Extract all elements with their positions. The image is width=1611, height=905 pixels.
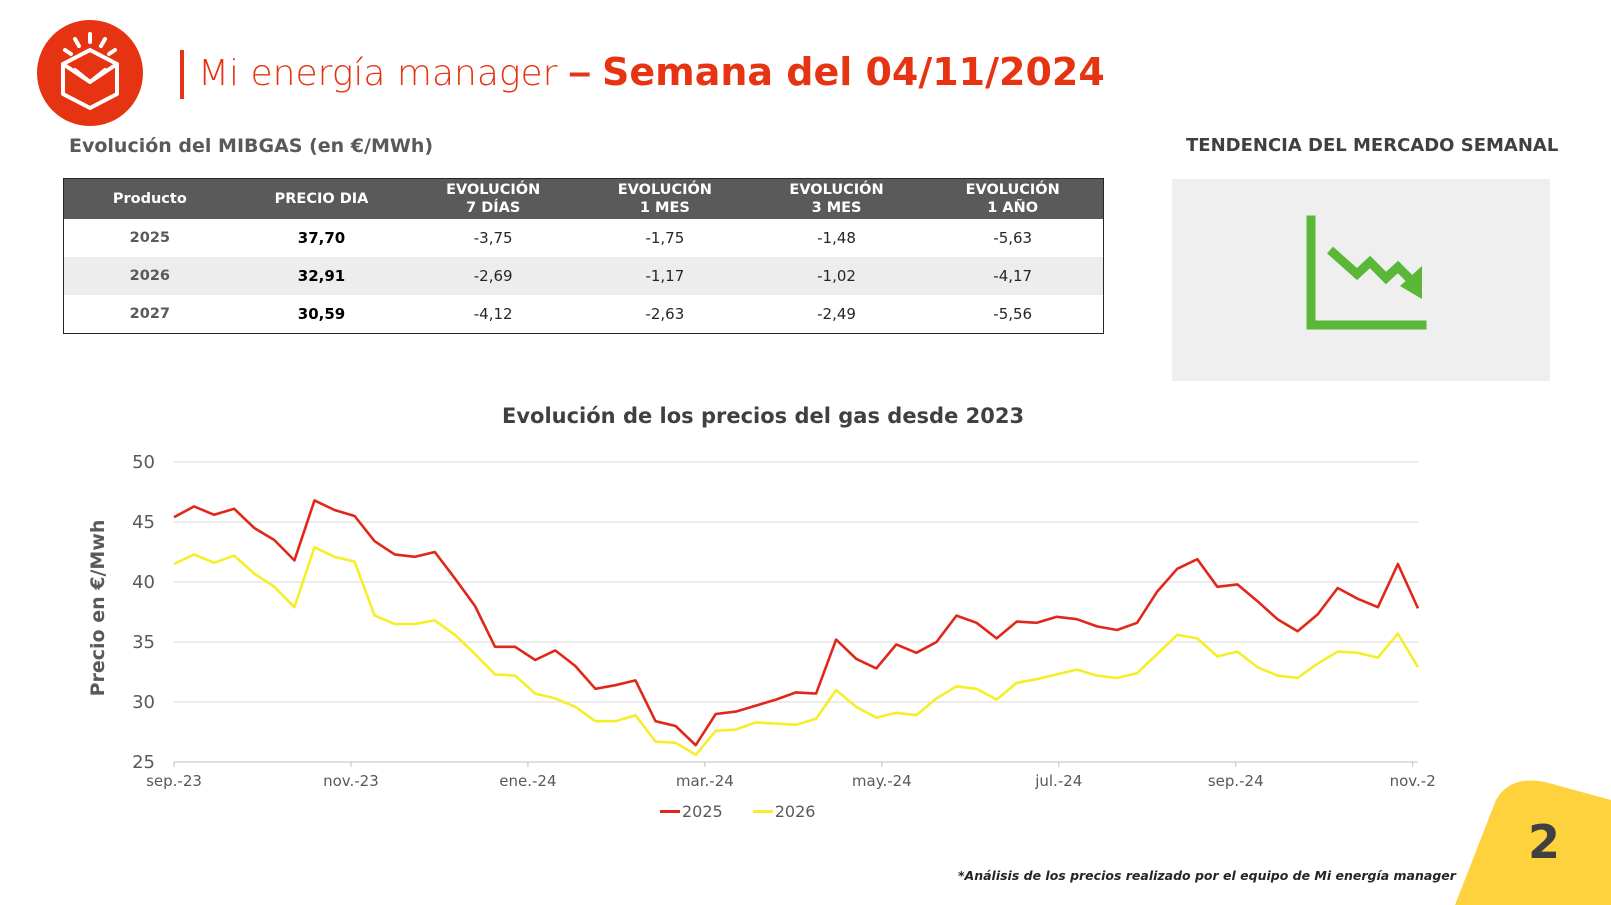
- footnote: *Análisis de los precios realizado por e…: [958, 868, 1456, 883]
- x-tick-label: nov.-2: [1390, 772, 1436, 790]
- cell-producto: 2027: [129, 306, 171, 322]
- cell-1-mes: -2,63: [645, 305, 685, 323]
- y-tick-label: 50: [132, 452, 155, 473]
- cell-1-mes: -1,17: [645, 267, 685, 285]
- cell-7-dias: -2,69: [473, 267, 513, 285]
- legend-swatch-2026: [752, 810, 773, 813]
- series-line-2026: [173, 545, 1420, 757]
- brand-logo: [37, 20, 143, 126]
- table-header: Producto PRECIO DIA EVOLUCIÓN 7 DÍAS EVO…: [64, 179, 1103, 219]
- y-tick-label: 40: [132, 572, 155, 593]
- cell-1-ano: -5,56: [993, 305, 1033, 323]
- table-row: 2027 30,59 -4,12 -2,63 -2,49 -5,56: [64, 295, 1103, 333]
- title-brand: Mi energía manager: [198, 53, 558, 94]
- title-dash: –: [557, 50, 602, 94]
- x-tick-label: ene.-24: [499, 772, 556, 790]
- header-evolucion-1-mes: EVOLUCIÓN 1 MES: [617, 182, 712, 216]
- cell-7-dias: -3,75: [473, 229, 513, 247]
- cell-1-ano: -5,63: [993, 229, 1033, 247]
- cell-1-mes: -1,75: [645, 229, 685, 247]
- series-line-2025: [173, 499, 1420, 747]
- cell-3-mes: -1,48: [817, 229, 856, 247]
- envelope-sun-icon: [61, 32, 119, 110]
- mibgas-table: Producto PRECIO DIA EVOLUCIÓN 7 DÍAS EVO…: [63, 178, 1104, 334]
- title-week: Semana del 04/11/2024: [601, 50, 1105, 94]
- page-title: Mi energía manager – Semana del 04/11/20…: [198, 46, 1105, 100]
- cell-precio-dia: 32,91: [297, 267, 346, 285]
- header-evolucion-3-mes: EVOLUCIÓN 3 MES: [789, 182, 884, 216]
- y-tick-label: 45: [132, 512, 155, 533]
- trend-panel: [1172, 179, 1550, 381]
- legend-label: 2025: [682, 802, 723, 821]
- cell-producto: 2026: [129, 268, 171, 284]
- trend-section-title: TENDENCIA DEL MERCADO SEMANAL: [1186, 135, 1559, 156]
- x-tick-label: mar.-24: [676, 772, 734, 790]
- chart-legend: 2025 2026: [660, 802, 815, 821]
- y-tick-label: 25: [132, 752, 155, 773]
- mibgas-section-title: Evolución del MIBGAS (en €/MWh): [69, 135, 434, 157]
- table-row: 2026 32,91 -2,69 -1,17 -1,02 -4,17: [64, 257, 1103, 295]
- header-evolucion-7-dias: EVOLUCIÓN 7 DÍAS: [446, 182, 541, 216]
- cell-7-dias: -4,12: [473, 305, 513, 323]
- cell-1-ano: -4,17: [993, 267, 1033, 285]
- table-row: 2025 37,70 -3,75 -1,75 -1,48 -5,63: [64, 219, 1103, 257]
- header-precio-dia: PRECIO DIA: [274, 191, 369, 207]
- x-tick-label: sep.-23: [146, 772, 202, 790]
- legend-label: 2026: [774, 802, 816, 821]
- title-accent-bar: [180, 50, 184, 99]
- header-evolucion-1-ano: EVOLUCIÓN 1 AÑO: [965, 182, 1060, 216]
- legend-swatch-2025: [660, 810, 680, 813]
- cell-3-mes: -1,02: [817, 267, 856, 285]
- cell-3-mes: -2,49: [817, 305, 856, 323]
- y-tick-label: 35: [132, 632, 155, 653]
- x-tick-label: may.-24: [852, 772, 912, 790]
- legend-item-2025: 2025: [660, 802, 723, 821]
- y-tick-label: 30: [132, 692, 155, 713]
- legend-item-2026: 2026: [752, 802, 816, 821]
- cell-precio-dia: 37,70: [297, 229, 346, 247]
- chart-title: Evolución de los precios del gas desde 2…: [502, 404, 1025, 428]
- page-number: 2: [1528, 815, 1561, 869]
- cell-producto: 2025: [129, 230, 171, 246]
- y-axis-label: Precio en €/Mwh: [87, 520, 109, 697]
- cell-precio-dia: 30,59: [297, 305, 346, 323]
- x-tick-label: nov.-23: [323, 772, 379, 790]
- x-tick-label: sep.-24: [1208, 772, 1264, 790]
- header-producto: Producto: [112, 191, 187, 207]
- x-tick-label: jul.-24: [1034, 772, 1082, 790]
- downtrend-chart-icon: [1306, 215, 1427, 330]
